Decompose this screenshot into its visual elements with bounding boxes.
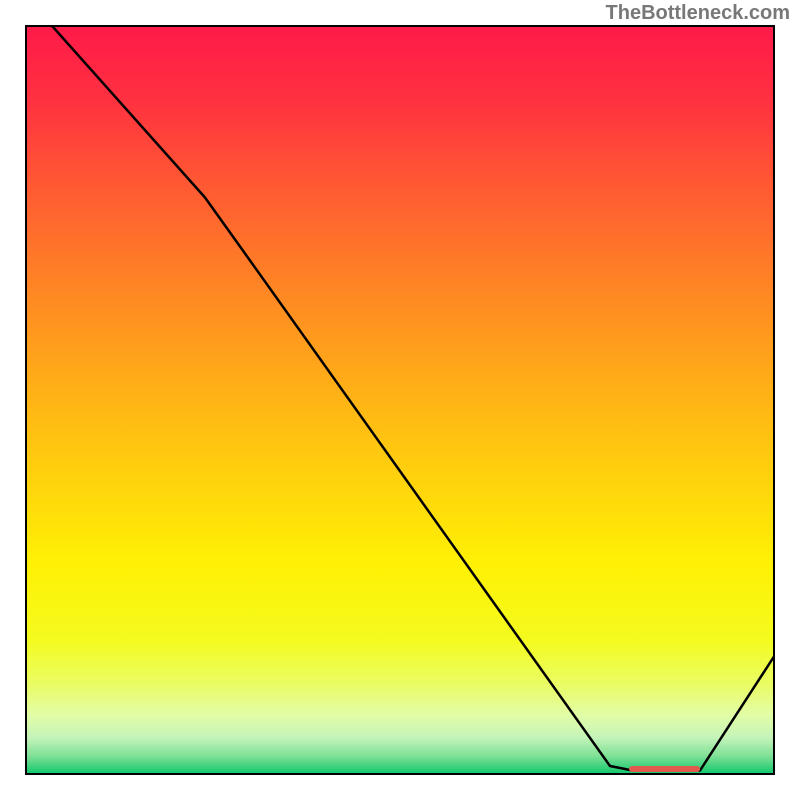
gradient-fill <box>25 25 775 775</box>
attribution-text: TheBottleneck.com <box>606 2 790 25</box>
plot-area <box>25 25 775 775</box>
chart-svg <box>25 25 775 775</box>
optimum-marker <box>629 766 700 772</box>
